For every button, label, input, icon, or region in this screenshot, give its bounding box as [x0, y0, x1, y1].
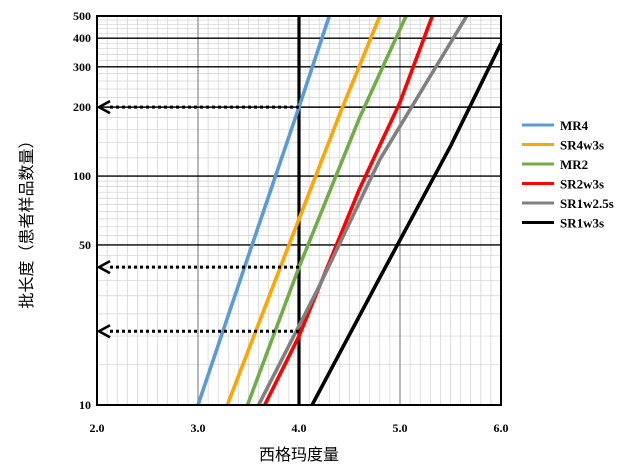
series-line-sr4w3s [225, 15, 382, 406]
legend-label: SR4w3s [560, 138, 604, 153]
y-tick-label: 100 [73, 169, 91, 183]
y-tick-label: 50 [79, 238, 91, 252]
reference-arrow-head [96, 324, 111, 339]
plot-frame [96, 15, 502, 406]
y-tick-label: 300 [73, 60, 91, 74]
x-tick-labels: 2.0 3.0 4.0 5.0 6.0 [90, 421, 509, 435]
series-line-sr1w3s [310, 42, 503, 406]
series-line-mr4 [196, 15, 332, 406]
legend-label: MR4 [560, 118, 589, 133]
y-tick-label: 10 [79, 398, 91, 412]
series-line-sr1w2-5s [256, 15, 469, 406]
y-tick-label: 500 [73, 9, 91, 23]
reference-arrow-head [96, 260, 111, 275]
x-tick-label: 3.0 [191, 421, 206, 435]
series-line-mr2 [245, 15, 408, 406]
reference-arrow-head [96, 99, 111, 115]
x-tick-label: 5.0 [393, 421, 408, 435]
legend-label: MR2 [560, 157, 588, 172]
x-axis-title: 西格玛度量 [259, 445, 339, 464]
legend-label: SR2w3s [560, 177, 604, 192]
y-tick-labels: 10 50 100 200 300 400 500 [73, 9, 91, 412]
x-tick-label: 2.0 [90, 421, 105, 435]
plot-border [96, 15, 502, 406]
x-tick-label: 6.0 [494, 421, 509, 435]
legend: MR4 SR4w3s MR2 SR2w3s SR1w2.5s SR1w3s [522, 118, 614, 231]
series-line-sr2w3s [263, 15, 434, 406]
y-axis-title: 批长度（患者样品数量） [17, 132, 36, 308]
series-layer [196, 15, 503, 406]
y-tick-label: 400 [73, 31, 91, 45]
legend-label: SR1w3s [560, 216, 604, 231]
x-tick-label: 4.0 [292, 421, 307, 435]
y-tick-label: 200 [73, 100, 91, 114]
legend-label: SR1w2.5s [560, 196, 614, 211]
reference-arrows [96, 99, 299, 339]
